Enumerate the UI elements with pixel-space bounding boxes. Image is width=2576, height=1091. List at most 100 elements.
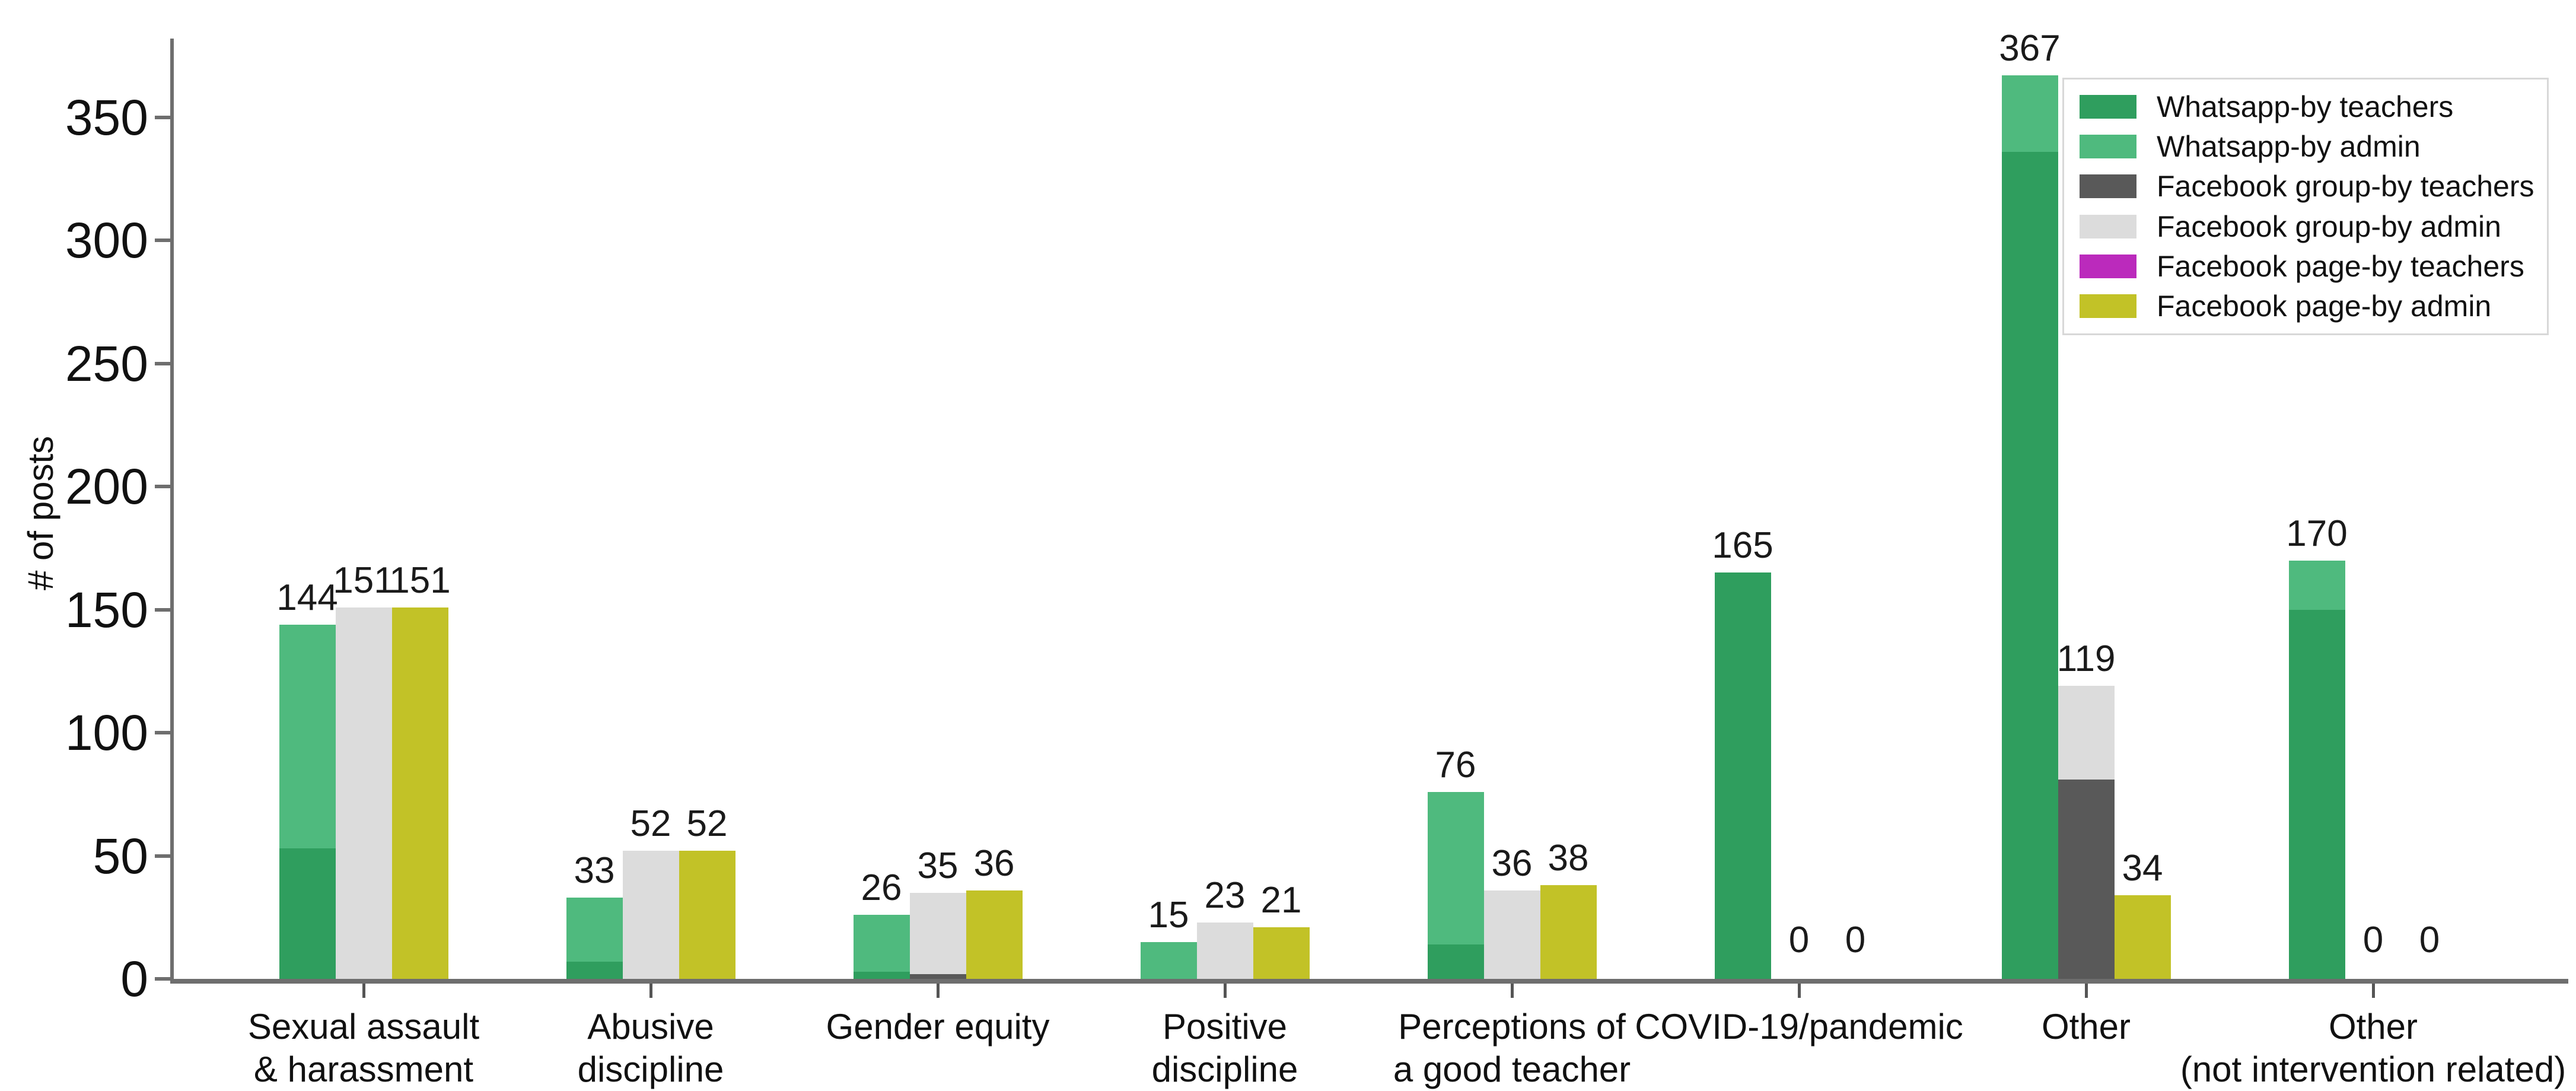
- y-tick-mark: [155, 115, 170, 119]
- bar-facebook-group-cat3: [1196, 922, 1253, 979]
- y-tick-label: 0: [120, 951, 148, 1007]
- bar-segment-teachers: [853, 971, 910, 979]
- bar-whatsapp-cat4: [1427, 791, 1484, 979]
- legend-swatch-icon: [2080, 174, 2136, 199]
- x-tick-mark: [937, 984, 940, 998]
- x-tick-mark: [2372, 984, 2375, 998]
- x-tick-mark: [2085, 984, 2088, 998]
- x-category-label-line: Sexual assault: [247, 1007, 480, 1047]
- legend-item: Facebook group-by admin: [2080, 211, 2532, 243]
- legend-swatch-icon: [2080, 135, 2136, 159]
- legend-item: Facebook page-by admin: [2080, 290, 2532, 322]
- legend-label: Whatsapp-by admin: [2157, 130, 2421, 164]
- bar-segment-teachers: [2058, 779, 2115, 979]
- bar-value-label: 170: [2286, 513, 2348, 554]
- bar-segment-teachers: [279, 848, 336, 979]
- bar-whatsapp-cat5: [1714, 572, 1771, 979]
- x-tick-mark: [1224, 984, 1227, 998]
- legend: Whatsapp-by teachers Whatsapp-by admin Fac…: [2062, 78, 2549, 335]
- x-tick-mark: [1511, 984, 1514, 998]
- y-tick-label: 100: [65, 705, 148, 761]
- bar-value-label: 151: [333, 559, 394, 601]
- bar-value-label: 119: [2056, 638, 2116, 680]
- x-category-label: Other (not intervention related): [2077, 1006, 2576, 1091]
- bar-facebook-page-cat4: [1540, 885, 1597, 979]
- bar-value-label: 144: [276, 577, 338, 618]
- legend-swatch-icon: [2080, 95, 2136, 119]
- bar-facebook-page-cat1: [679, 851, 735, 979]
- bar-facebook-group-cat2: [909, 892, 966, 979]
- bar-value-label: 23: [1204, 874, 1246, 916]
- bar-whatsapp-cat0: [279, 624, 336, 979]
- bar-facebook-group-cat6: [2058, 686, 2115, 979]
- bar-facebook-group-cat1: [622, 851, 679, 979]
- bar-whatsapp-cat7: [2288, 560, 2345, 979]
- x-tick-mark: [362, 984, 365, 998]
- bar-value-label: 33: [574, 850, 615, 892]
- bar-value-label: 52: [686, 803, 728, 845]
- y-tick-label: 300: [65, 212, 148, 269]
- x-category-label-line: COVID-19/pandemic: [1635, 1007, 1963, 1047]
- x-tick-mark: [1798, 984, 1801, 998]
- legend-item: Facebook page-by teachers: [2080, 250, 2532, 282]
- legend-label: Facebook page-by admin: [2157, 289, 2492, 323]
- y-tick-mark: [155, 361, 170, 365]
- bar-facebook-page-cat6: [2114, 895, 2171, 979]
- y-tick-label: 50: [93, 828, 148, 884]
- bar-value-label: 21: [1260, 879, 1302, 921]
- x-category-label-line: Other: [2328, 1007, 2418, 1047]
- bar-value-label: 0: [2362, 920, 2384, 960]
- x-category-label-line: discipline: [577, 1049, 724, 1089]
- x-category-label-line: Gender equity: [826, 1007, 1050, 1047]
- y-tick-label: 250: [65, 335, 148, 392]
- bar-value-label: 367: [1999, 28, 2061, 69]
- bar-whatsapp-cat3: [1140, 941, 1197, 979]
- y-axis-spine: [170, 39, 174, 982]
- bar-segment-teachers: [566, 961, 623, 979]
- bar-value-label: 35: [917, 845, 959, 886]
- bar-segment-teachers: [2288, 609, 2345, 979]
- x-category-label-line: Abusive: [587, 1007, 714, 1047]
- bar-whatsapp-cat6: [2001, 75, 2058, 979]
- bar-value-label: 151: [389, 559, 451, 601]
- legend-label: Facebook page-by teachers: [2157, 249, 2524, 283]
- x-category-label-line: Other: [2041, 1007, 2131, 1047]
- bar-value-label: 15: [1148, 894, 1189, 936]
- legend-item: Whatsapp-by teachers: [2080, 91, 2532, 123]
- bar-facebook-page-cat2: [966, 890, 1023, 979]
- y-tick-mark: [155, 854, 170, 858]
- x-tick-mark: [649, 984, 652, 998]
- bar-value-label: 36: [973, 842, 1015, 884]
- bar-value-label: 0: [2419, 920, 2440, 960]
- y-tick-mark: [155, 977, 170, 981]
- legend-label: Whatsapp-by teachers: [2157, 90, 2454, 124]
- bar-facebook-group-cat4: [1483, 890, 1540, 979]
- bar-value-label: 0: [1788, 920, 1810, 960]
- x-category-label-line: Positive: [1162, 1007, 1288, 1047]
- bar-segment-teachers: [2001, 152, 2058, 979]
- y-tick-mark: [155, 238, 170, 243]
- x-category-label-line: a good teacher: [1393, 1049, 1631, 1089]
- legend-swatch-icon: [2080, 214, 2136, 238]
- y-tick-mark: [155, 731, 170, 735]
- x-category-label: Other: [1789, 1006, 2383, 1048]
- bar-segment-teachers: [909, 974, 966, 979]
- bar-whatsapp-cat1: [566, 898, 623, 979]
- x-axis-spine: [170, 979, 2568, 984]
- bar-value-label: 165: [1712, 525, 1773, 567]
- bar-value-label: 34: [2122, 847, 2163, 889]
- y-tick-label: 200: [65, 459, 148, 515]
- y-tick-mark: [155, 607, 170, 612]
- bar-facebook-page-cat3: [1253, 927, 1310, 979]
- x-category-label-line: Perceptions of: [1398, 1007, 1626, 1047]
- y-tick-mark: [155, 485, 170, 489]
- bar-value-label: 38: [1547, 838, 1589, 879]
- bar-value-label: 76: [1435, 744, 1476, 785]
- x-category-label: COVID-19/pandemic: [1502, 1006, 2096, 1048]
- legend-item: Whatsapp-by admin: [2080, 131, 2532, 163]
- legend-label: Facebook group-by admin: [2157, 209, 2501, 243]
- x-category-label-line: (not intervention related): [2180, 1049, 2567, 1089]
- legend-swatch-icon: [2080, 254, 2136, 278]
- bar-segment-teachers: [1427, 944, 1484, 979]
